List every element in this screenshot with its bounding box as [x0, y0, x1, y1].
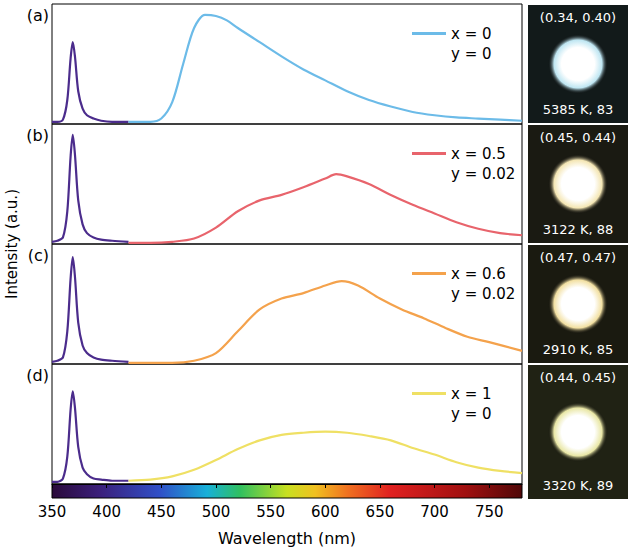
- svg-text:x = 0.5: x = 0.5: [451, 145, 506, 163]
- svg-text:750: 750: [475, 503, 504, 521]
- svg-text:5385 K, 83: 5385 K, 83: [543, 102, 614, 117]
- svg-text:(d): (d): [26, 366, 49, 385]
- svg-text:x = 0: x = 0: [451, 25, 492, 43]
- svg-text:450: 450: [147, 503, 176, 521]
- svg-text:700: 700: [420, 503, 449, 521]
- svg-text:3122 K, 88: 3122 K, 88: [543, 222, 614, 237]
- svg-text:y = 0.02: y = 0.02: [451, 165, 515, 183]
- svg-text:(a): (a): [27, 6, 49, 25]
- svg-text:y = 0: y = 0: [451, 405, 492, 423]
- svg-text:x = 1: x = 1: [451, 385, 492, 403]
- svg-text:2910 K, 85: 2910 K, 85: [543, 342, 614, 357]
- svg-text:500: 500: [202, 503, 231, 521]
- svg-text:(0.44, 0.45): (0.44, 0.45): [540, 370, 616, 385]
- svg-text:Intensity (a.u.): Intensity (a.u.): [3, 189, 21, 299]
- svg-text:350: 350: [38, 503, 67, 521]
- svg-text:(c): (c): [28, 246, 49, 265]
- svg-text:(0.34, 0.40): (0.34, 0.40): [540, 10, 616, 25]
- svg-text:(b): (b): [26, 126, 49, 145]
- svg-text:(0.47, 0.47): (0.47, 0.47): [540, 250, 616, 265]
- svg-text:600: 600: [311, 503, 340, 521]
- svg-text:x = 0.6: x = 0.6: [451, 265, 506, 283]
- svg-text:650: 650: [366, 503, 395, 521]
- svg-text:400: 400: [92, 503, 121, 521]
- svg-text:y = 0: y = 0: [451, 45, 492, 63]
- svg-text:(0.45, 0.44): (0.45, 0.44): [540, 130, 616, 145]
- svg-text:550: 550: [256, 503, 285, 521]
- svg-text:Wavelength (nm): Wavelength (nm): [218, 529, 356, 548]
- svg-text:y = 0.02: y = 0.02: [451, 285, 515, 303]
- svg-text:3320 K, 89: 3320 K, 89: [543, 478, 614, 493]
